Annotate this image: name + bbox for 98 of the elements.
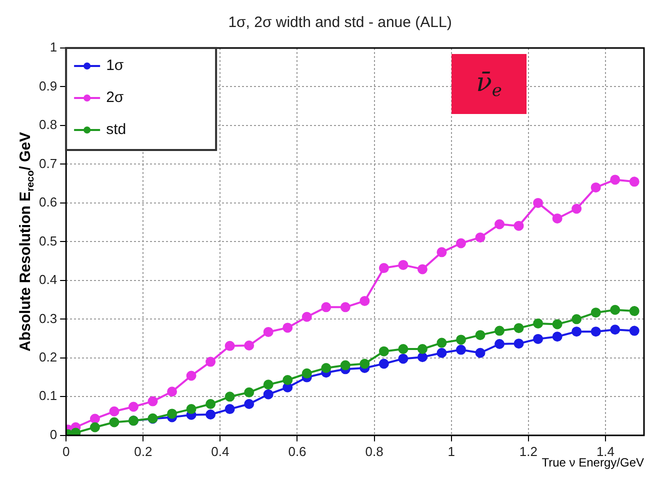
point <box>436 247 447 258</box>
point <box>494 219 505 230</box>
y-tick-label: 0.1 <box>38 388 58 404</box>
point <box>514 220 524 231</box>
point <box>590 182 601 192</box>
y-tick-label: 0.2 <box>38 350 58 364</box>
point <box>378 263 389 274</box>
point <box>186 370 196 381</box>
y-tick-label: 0.5 <box>38 233 58 248</box>
y-tick-label: 0.8 <box>38 117 58 132</box>
point <box>70 428 81 436</box>
point <box>475 348 486 358</box>
point <box>90 414 100 424</box>
y-tick-label: 0.3 <box>38 310 58 326</box>
point <box>340 360 350 370</box>
point <box>109 406 120 416</box>
point <box>186 404 196 414</box>
x-tick-label: 0.2 <box>134 444 152 459</box>
x-tick-label: 0 <box>62 444 70 459</box>
y-tick-label: 0.6 <box>38 194 58 210</box>
point <box>552 319 562 330</box>
point <box>456 344 466 355</box>
point <box>244 387 254 398</box>
point <box>417 344 428 354</box>
point <box>629 176 640 187</box>
point <box>263 380 274 390</box>
x-tick-label: 0.6 <box>288 444 306 459</box>
point <box>572 204 582 214</box>
point <box>321 362 332 373</box>
point <box>629 326 640 336</box>
point <box>206 409 216 420</box>
point <box>360 296 370 306</box>
point <box>552 213 562 224</box>
point <box>340 302 350 312</box>
legend-label: std <box>106 121 126 138</box>
point <box>436 338 447 348</box>
point <box>206 399 216 410</box>
point <box>494 338 505 349</box>
point <box>282 322 293 333</box>
point <box>224 392 235 402</box>
point <box>282 375 293 385</box>
y-tick-label: 0.4 <box>38 272 58 288</box>
point <box>263 326 274 337</box>
point <box>456 334 466 345</box>
legend-label: 1σ <box>106 57 124 74</box>
point <box>590 326 601 337</box>
point <box>302 368 312 378</box>
point <box>533 198 544 208</box>
point <box>128 402 138 412</box>
y-tick-label: 0.9 <box>38 78 58 94</box>
point <box>206 356 216 367</box>
point <box>378 358 389 369</box>
point <box>552 332 562 342</box>
point <box>590 308 601 318</box>
point <box>417 352 428 362</box>
point <box>610 174 620 185</box>
point <box>224 404 235 414</box>
point <box>572 326 582 337</box>
point <box>360 358 370 369</box>
point <box>90 422 100 432</box>
point <box>244 399 254 410</box>
point <box>109 417 120 428</box>
point <box>475 330 486 340</box>
point <box>514 323 524 334</box>
point <box>436 348 447 358</box>
point <box>475 232 486 242</box>
x-tick-label: 1.2 <box>519 444 538 459</box>
legend-label: 2σ <box>106 89 124 106</box>
point <box>533 334 544 344</box>
x-tick-label: 0.8 <box>365 444 384 459</box>
point <box>302 312 312 322</box>
chart-title: 1σ, 2σ width and std - anue (ALL) <box>228 14 452 32</box>
y-tick-label: 0.7 <box>38 156 58 171</box>
point <box>378 346 389 356</box>
point <box>494 326 505 336</box>
point <box>398 260 408 270</box>
point <box>610 324 620 335</box>
point <box>533 318 544 328</box>
point <box>398 354 408 364</box>
point <box>417 264 428 274</box>
point <box>263 389 274 400</box>
point <box>514 338 524 349</box>
y-tick-label: 0 <box>50 426 58 442</box>
point <box>167 408 178 419</box>
x-tick-label: 1 <box>448 444 455 459</box>
point <box>321 302 332 312</box>
point <box>244 340 254 351</box>
x-tick-label: 0.4 <box>211 444 230 459</box>
y-axis-title: Absolute Resolution Ereco/ GeV <box>17 132 36 352</box>
point <box>456 238 466 248</box>
point <box>224 340 235 351</box>
y-tick-label: 1 <box>50 40 58 55</box>
point <box>167 386 178 397</box>
point <box>610 304 620 315</box>
point <box>629 306 640 316</box>
point <box>148 396 158 406</box>
point <box>572 314 582 324</box>
point <box>398 344 408 354</box>
